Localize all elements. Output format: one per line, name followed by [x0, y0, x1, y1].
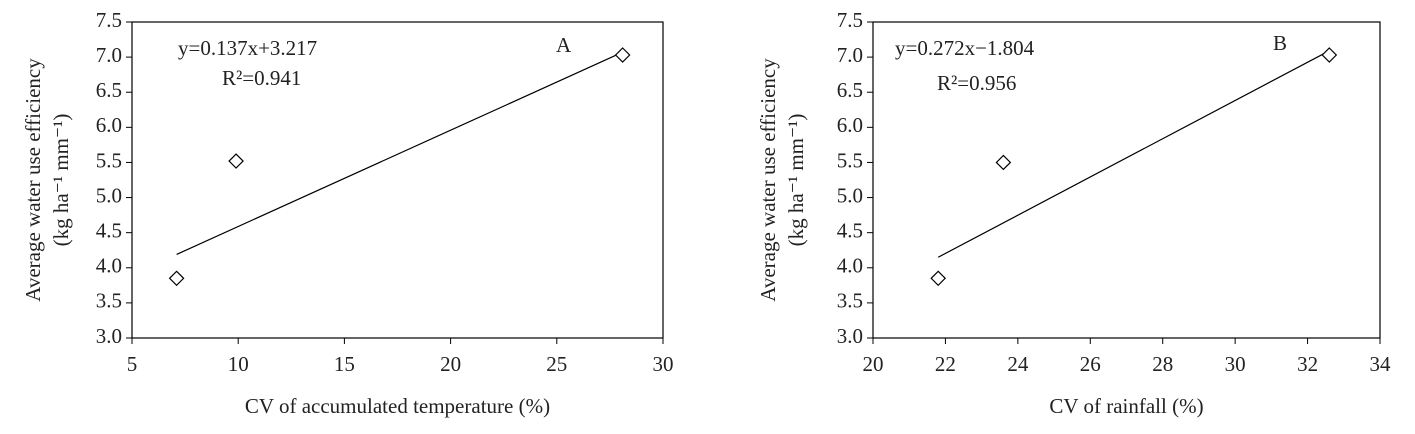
plot-frame [131, 21, 664, 339]
y-tick-label: 7.5 [96, 8, 122, 32]
r-squared: R²=0.956 [937, 71, 1016, 95]
y-tick-label: 7.5 [837, 8, 863, 32]
x-tick-label: 20 [440, 352, 461, 376]
equation: y=0.272x−1.804 [895, 36, 1035, 60]
y-tick-label: 4.0 [96, 254, 122, 278]
scatter-point [614, 47, 631, 63]
y-tick-label: 7.0 [837, 43, 863, 67]
x-tick-label: 22 [935, 352, 956, 376]
trendline [176, 51, 623, 255]
y-tick-label: 6.5 [837, 78, 863, 102]
equation: y=0.137x+3.217 [178, 36, 317, 60]
y-tick-label: 4.5 [96, 218, 122, 242]
scatter-point [1321, 47, 1338, 63]
x-axis-label: CV of accumulated temperature (%) [245, 394, 550, 418]
x-tick-label: 24 [1007, 352, 1029, 376]
x-axis-label: CV of rainfall (%) [1049, 394, 1203, 418]
scatter-point [995, 154, 1012, 171]
scatter-point [168, 270, 185, 287]
y-axis-label: Average water use efficiency [21, 58, 45, 302]
y-tick-label: 7.0 [96, 43, 122, 67]
plot-frame [872, 21, 1381, 339]
x-tick-label: 5 [127, 352, 138, 376]
x-tick-label: 34 [1370, 352, 1392, 376]
y-tick-label: 6.0 [837, 113, 863, 137]
y-tick-label: 6.5 [96, 78, 122, 102]
trendline [937, 50, 1330, 258]
y-tick-label: 5.0 [837, 183, 863, 207]
x-tick-label: 10 [228, 352, 249, 376]
x-tick-label: 15 [334, 352, 355, 376]
y-tick-label: 3.5 [837, 289, 863, 313]
panel-label: A [556, 33, 572, 57]
y-axis-label: Average water use efficiency [756, 58, 780, 302]
scatter-point [930, 270, 947, 287]
x-tick-label: 20 [863, 352, 884, 376]
y-axis-label: (kg ha⁻¹ mm⁻¹) [49, 114, 73, 247]
r-squared: R²=0.941 [222, 66, 301, 90]
x-tick-label: 32 [1297, 352, 1318, 376]
x-tick-label: 26 [1080, 352, 1101, 376]
y-tick-label: 4.0 [837, 254, 863, 278]
x-tick-label: 30 [1225, 352, 1246, 376]
x-tick-label: 28 [1152, 352, 1173, 376]
y-tick-label: 5.0 [96, 183, 122, 207]
y-tick-label: 6.0 [96, 113, 122, 137]
y-axis-label: (kg ha⁻¹ mm⁻¹) [784, 114, 808, 247]
panel-label: B [1273, 31, 1287, 55]
y-tick-label: 5.5 [837, 148, 863, 172]
y-tick-label: 4.5 [837, 218, 863, 242]
x-tick-label: 25 [546, 352, 567, 376]
y-tick-label: 3.5 [96, 289, 122, 313]
y-tick-label: 3.0 [837, 324, 863, 348]
scatter-point [228, 153, 244, 169]
x-tick-label: 30 [653, 352, 674, 376]
y-tick-label: 5.5 [96, 148, 122, 172]
y-tick-label: 3.0 [96, 324, 122, 348]
